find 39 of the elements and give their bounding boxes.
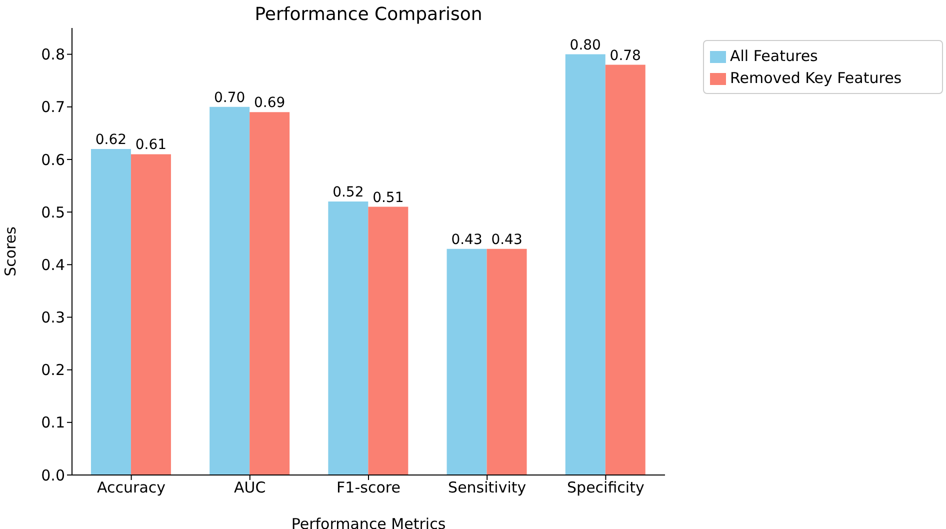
chart-title: Performance Comparison	[254, 4, 484, 25]
data-label: 0.43	[451, 232, 482, 248]
y-tick-label: 0.5	[41, 203, 65, 222]
legend-label: Removed Key Features	[730, 69, 902, 87]
data-label: 0.70	[214, 90, 246, 106]
y-tick-label: 0.6	[41, 150, 65, 169]
x-tick-label: F1-score	[336, 478, 400, 497]
x-tick-label: AUC	[234, 478, 266, 497]
data-label: 0.69	[254, 95, 286, 112]
x-tick-label: Accuracy	[97, 478, 166, 497]
y-tick-label: 0.8	[41, 46, 65, 64]
x-axis-title: Performance Metrics	[291, 515, 446, 529]
x-tick-label: Sensitivity	[448, 478, 526, 497]
y-tick-label: 0.0	[41, 466, 65, 484]
bar	[90, 148, 131, 475]
legend-label: All Features	[730, 47, 818, 65]
bar	[328, 202, 368, 475]
bar	[605, 64, 646, 475]
y-tick-label: 0.2	[41, 361, 65, 380]
data-label: 0.78	[610, 48, 641, 64]
data-label: 0.51	[372, 190, 404, 206]
data-label: 0.61	[135, 137, 167, 154]
y-tick-label: 0.4	[41, 256, 65, 274]
data-label: 0.52	[332, 184, 364, 201]
bar	[250, 112, 290, 475]
data-label: 0.43	[491, 232, 522, 248]
bar	[565, 54, 606, 475]
bar	[446, 248, 487, 475]
y-tick-label: 0.3	[41, 308, 65, 327]
y-axis-title: Scores	[1, 226, 20, 276]
y-tick-label: 0.7	[41, 98, 65, 116]
y-tick-label: 0.1	[41, 414, 65, 432]
bar	[368, 206, 408, 475]
bar	[130, 154, 171, 475]
x-tick-label: Specificity	[567, 478, 644, 497]
bar	[486, 248, 527, 475]
data-label: 0.62	[95, 132, 127, 148]
data-label: 0.80	[570, 37, 601, 54]
bar	[210, 106, 250, 475]
